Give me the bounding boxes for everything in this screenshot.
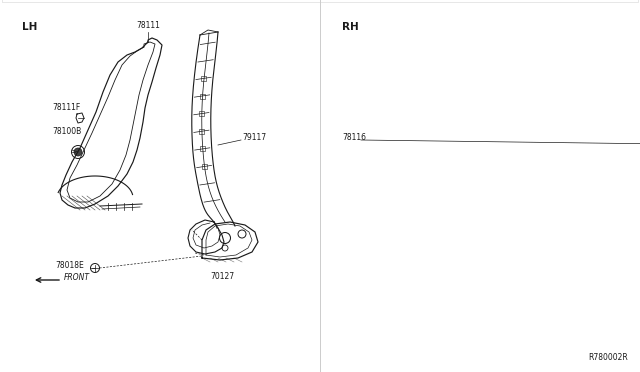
Text: R780002R: R780002R <box>588 353 628 362</box>
Bar <box>200 147 205 151</box>
Text: 78116: 78116 <box>342 134 366 142</box>
Text: 79117: 79117 <box>242 134 266 142</box>
Text: 78111F: 78111F <box>52 103 80 112</box>
Text: 78111: 78111 <box>136 21 160 30</box>
Bar <box>202 164 207 169</box>
Circle shape <box>74 148 82 156</box>
Text: 78100B: 78100B <box>52 128 81 137</box>
Bar <box>199 129 204 134</box>
Text: 70127: 70127 <box>210 272 234 281</box>
Text: FRONT: FRONT <box>64 273 90 282</box>
Text: 78018E: 78018E <box>55 260 84 269</box>
Text: LH: LH <box>22 22 37 32</box>
Text: RH: RH <box>342 22 359 32</box>
Bar <box>199 111 204 116</box>
Bar <box>200 93 205 99</box>
Bar <box>201 76 206 81</box>
